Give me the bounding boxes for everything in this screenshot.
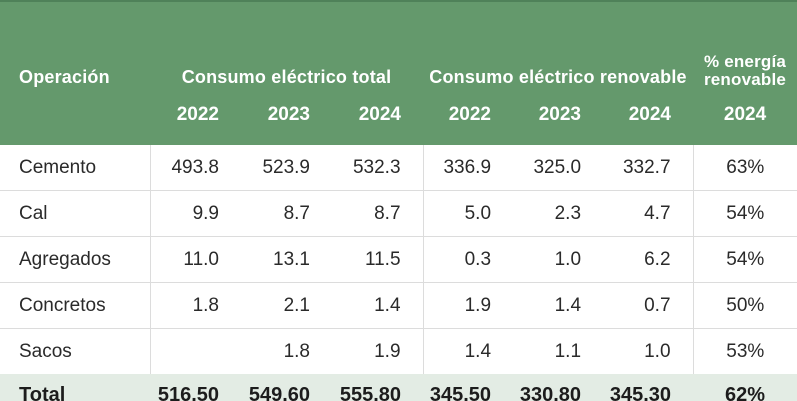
cell-value: 523.9 xyxy=(241,145,332,191)
cell-value: 11.0 xyxy=(149,236,241,283)
cell-value: 8.7 xyxy=(332,190,424,237)
year-header-total-2023: 2023 xyxy=(241,92,332,145)
cell-value: 1.4 xyxy=(332,282,424,329)
row-label: Cal xyxy=(0,190,150,237)
cell-value: 2.3 xyxy=(513,190,604,237)
cell-value: 1.8 xyxy=(149,282,241,329)
total-percentage: 62% xyxy=(693,374,797,401)
year-header-total-2024: 2024 xyxy=(332,92,424,145)
cell-value: 1.9 xyxy=(332,328,424,374)
cell-value: 1.4 xyxy=(513,282,604,329)
total-value: 330.80 xyxy=(513,374,604,401)
cell-value: 336.9 xyxy=(422,145,514,191)
header-years-row: 2022 2023 2024 2022 2023 2024 2024 xyxy=(0,92,797,145)
cell-value: 532.3 xyxy=(332,145,424,191)
table-body: Cemento 493.8 523.9 532.3 336.9 325.0 33… xyxy=(0,145,797,374)
table-footer: Total 516.50 549.60 555.80 345.50 330.80… xyxy=(0,374,797,401)
total-value: 549.60 xyxy=(241,374,332,401)
table-row-cal: Cal 9.9 8.7 8.7 5.0 2.3 4.7 54% xyxy=(0,190,797,237)
column-group-renewable-percentage: % energía renovable xyxy=(693,1,797,92)
cell-value: 1.9 xyxy=(422,282,514,329)
cell-value: 8.7 xyxy=(241,190,332,237)
year-header-total-2022: 2022 xyxy=(150,92,241,145)
cell-percentage: 53% xyxy=(692,328,797,374)
row-label: Sacos xyxy=(0,328,150,374)
cell-value: 9.9 xyxy=(149,190,241,237)
cell-value: 4.7 xyxy=(603,190,694,237)
cell-percentage: 54% xyxy=(692,190,797,237)
cell-percentage: 54% xyxy=(692,236,797,283)
cell-percentage: 63% xyxy=(692,145,797,191)
cell-value: 325.0 xyxy=(513,145,604,191)
table-row-agregados: Agregados 11.0 13.1 11.5 0.3 1.0 6.2 54% xyxy=(0,236,797,283)
total-value: 555.80 xyxy=(332,374,424,401)
table-row-sacos: Sacos 1.8 1.9 1.4 1.1 1.0 53% xyxy=(0,328,797,374)
year-header-renewable-2024: 2024 xyxy=(603,92,694,145)
column-group-renewable-consumption: Consumo eléctrico renovable xyxy=(423,1,694,92)
total-value: 345.50 xyxy=(423,374,514,401)
year-header-renewable-2022: 2022 xyxy=(423,92,514,145)
total-value: 345.30 xyxy=(603,374,694,401)
year-header-renewable-2023: 2023 xyxy=(513,92,604,145)
cell-value: 5.0 xyxy=(422,190,514,237)
column-group-total-consumption: Consumo eléctrico total xyxy=(150,1,424,92)
cell-value: 493.8 xyxy=(149,145,241,191)
cell-value: 13.1 xyxy=(241,236,332,283)
cell-value: 6.2 xyxy=(603,236,694,283)
header-group-row: Operación Consumo eléctrico total Consum… xyxy=(0,1,797,92)
cell-value: 0.3 xyxy=(422,236,514,283)
cell-value: 1.8 xyxy=(241,328,332,374)
cell-value: 1.0 xyxy=(603,328,694,374)
cell-value: 1.1 xyxy=(513,328,604,374)
total-label: Total xyxy=(0,374,150,401)
cell-value: 0.7 xyxy=(603,282,694,329)
cell-value: 2.1 xyxy=(241,282,332,329)
cell-percentage: 50% xyxy=(692,282,797,329)
cell-value-empty xyxy=(149,328,241,374)
table-row-total: Total 516.50 549.60 555.80 345.50 330.80… xyxy=(0,374,797,401)
row-label: Concretos xyxy=(0,282,150,329)
year-header-percentage-2024: 2024 xyxy=(693,92,797,145)
row-label: Agregados xyxy=(0,236,150,283)
table-row-concretos: Concretos 1.8 2.1 1.4 1.9 1.4 0.7 50% xyxy=(0,282,797,329)
cell-value: 1.4 xyxy=(422,328,514,374)
table-header: Operación Consumo eléctrico total Consum… xyxy=(0,1,797,145)
cell-value: 1.0 xyxy=(513,236,604,283)
empty-header-cell xyxy=(0,92,150,145)
total-value: 516.50 xyxy=(150,374,241,401)
cell-value: 11.5 xyxy=(332,236,424,283)
cell-value: 332.7 xyxy=(603,145,694,191)
row-label: Cemento xyxy=(0,145,150,191)
table-row-cemento: Cemento 493.8 523.9 532.3 336.9 325.0 33… xyxy=(0,145,797,191)
column-header-operation: Operación xyxy=(0,1,150,92)
